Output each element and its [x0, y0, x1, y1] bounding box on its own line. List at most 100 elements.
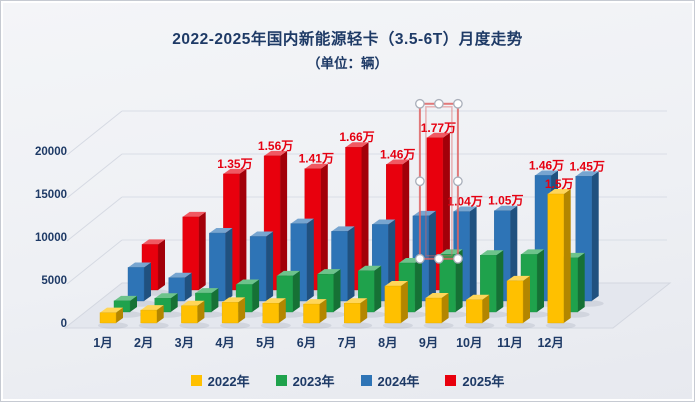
selection-handle[interactable]: [453, 98, 463, 109]
bar-side-face: [197, 300, 205, 323]
bar-side-face: [320, 163, 328, 290]
bar-side-face: [278, 298, 286, 323]
bar-top-face: [331, 226, 355, 232]
legend-label: 2024年: [377, 374, 420, 389]
bar-side-face: [211, 288, 219, 312]
data-label-2025年-7月: 1.46万: [380, 147, 415, 161]
chart-legend: 2022年 2023年 2024年 2025年: [1, 371, 694, 390]
legend-label: 2023年: [292, 374, 335, 389]
bar-top-face: [358, 265, 382, 271]
x-axis-month-label: 3月: [175, 336, 194, 350]
bar-top-face: [290, 218, 314, 224]
bar-top-face: [507, 275, 530, 281]
selection-handle[interactable]: [453, 253, 463, 264]
bar-2022年-7月[interactable]: [344, 303, 361, 324]
bar-side-face: [144, 262, 151, 301]
bar-2022年-9月[interactable]: [425, 297, 442, 324]
data-label-2024年-10月: 1.05万: [488, 194, 523, 208]
legend-swatch: [445, 375, 457, 386]
data-label-2025年-3月: 1.35万: [217, 157, 252, 171]
bar-side-face: [225, 228, 233, 301]
bar-top-face: [425, 293, 449, 299]
legend-item-2024年[interactable]: 2024年: [360, 371, 420, 390]
bar-2022年-5月[interactable]: [262, 303, 279, 324]
bar-top-face: [209, 228, 233, 234]
data-label-2025年-4月: 1.56万: [258, 139, 293, 153]
x-axis-month-label: 1月: [93, 336, 112, 350]
bar-top-face: [140, 305, 164, 311]
bar-top-face: [223, 168, 247, 174]
bar-2022年-4月[interactable]: [221, 302, 239, 324]
bar-side-face: [156, 305, 164, 323]
bar-top-face: [264, 150, 288, 156]
bar-2022年-8月[interactable]: [384, 285, 402, 324]
bar-side-face: [360, 298, 368, 323]
bar-top-face: [466, 294, 490, 300]
bar-side-face: [537, 249, 544, 312]
selection-handle[interactable]: [453, 176, 463, 187]
bar-side-face: [523, 275, 530, 323]
bar-2022年-1月[interactable]: [99, 312, 117, 324]
bar-top-face: [181, 300, 205, 306]
bar-top-face: [384, 281, 408, 287]
bar-shadow: [260, 322, 291, 329]
x-axis-month-label: 5月: [256, 336, 275, 350]
bar-top-face: [222, 297, 246, 303]
bar-side-face: [252, 279, 260, 312]
legend-item-2022年[interactable]: 2022年: [190, 371, 250, 390]
selection-handle[interactable]: [434, 98, 444, 109]
selection-handle[interactable]: [415, 98, 425, 109]
bar-side-face: [482, 294, 490, 323]
bar-2022年-6月[interactable]: [303, 303, 320, 324]
selection-handle[interactable]: [415, 253, 425, 264]
bar-top-face: [236, 279, 260, 285]
bar-top-face: [142, 239, 165, 245]
legend-item-2023年[interactable]: 2023年: [275, 371, 335, 390]
bar-top-face: [439, 249, 463, 255]
bar-2022年-11月[interactable]: [506, 280, 524, 324]
bar-top-face: [195, 288, 219, 294]
bar-side-face: [292, 270, 300, 312]
selection-handle[interactable]: [415, 176, 425, 187]
bar-shadow: [342, 322, 373, 329]
bar-shadow: [423, 322, 454, 329]
selection-handle[interactable]: [434, 253, 444, 264]
bar-side-face: [374, 265, 382, 312]
bar-side-face: [170, 293, 178, 312]
bar-side-face: [455, 249, 463, 312]
bar-side-face: [414, 257, 422, 312]
bar-side-face: [184, 272, 192, 301]
legend-swatch: [360, 375, 372, 386]
bar-top-face: [345, 142, 369, 148]
bar-top-face: [262, 298, 286, 304]
bar-top-face: [575, 171, 599, 177]
bar-top-face: [182, 211, 206, 217]
bar-2022年-2月[interactable]: [140, 309, 157, 324]
bar-2022年-12月[interactable]: [547, 193, 564, 324]
bar-shadow: [138, 322, 169, 329]
legend-swatch: [275, 375, 287, 386]
bar-shadow: [179, 322, 210, 329]
bar-top-face: [276, 270, 300, 276]
legend-item-2025年[interactable]: 2025年: [445, 371, 504, 390]
x-axis-month-label: 12月: [537, 336, 563, 350]
bar-shadow: [382, 322, 413, 329]
bar-shadow: [505, 322, 535, 329]
x-axis-month-label: 7月: [337, 336, 356, 350]
bar-side-face: [306, 218, 314, 301]
bar-top-face: [494, 205, 518, 211]
legend-label: 2025年: [462, 374, 505, 389]
bar-side-face: [591, 171, 599, 301]
bar-2022年-10月[interactable]: [466, 299, 483, 324]
bar-shadow: [98, 322, 128, 329]
legend-swatch: [190, 375, 202, 386]
bar-2022年-3月[interactable]: [181, 305, 198, 324]
bar-side-face: [400, 281, 408, 323]
bar-top-face: [344, 298, 368, 304]
bar-side-face: [238, 297, 246, 323]
y-axis-tick-label: 20000: [35, 146, 67, 158]
bar-side-face: [198, 211, 206, 290]
bar-side-face: [441, 293, 449, 323]
